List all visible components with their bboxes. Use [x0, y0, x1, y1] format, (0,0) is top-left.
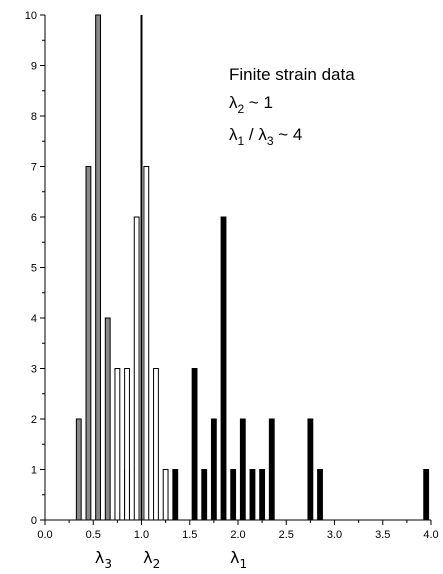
y-tick-label-0: 0 [31, 515, 37, 527]
annotation-lambda2: λ2 ~ 1 [229, 93, 273, 116]
x-tick-label-0.0: 0.0 [37, 529, 52, 541]
bar-series2-1 [115, 369, 120, 521]
bar-series3-2 [192, 369, 197, 521]
x-tick-label-1.5: 1.5 [182, 529, 197, 541]
bar-series1-4 [105, 318, 110, 520]
y-tick-label-10: 10 [25, 10, 37, 22]
bar-series1-1 [76, 419, 81, 520]
bar-series3-12 [318, 470, 323, 521]
y-tick-label-8: 8 [31, 111, 37, 123]
y-tick-label-2: 2 [31, 414, 37, 426]
annotation-ratio-rest: ~ 4 [274, 125, 303, 144]
lambda-label-2: λ2 [143, 548, 160, 571]
y-tick-label-5: 5 [31, 263, 37, 275]
x-tick-label-2.5: 2.5 [279, 529, 294, 541]
bar-series3-5 [221, 217, 226, 520]
bar-series2-4 [144, 167, 149, 521]
y-tick-label-1: 1 [31, 465, 37, 477]
annotation-block: Finite strain data λ2 ~ 1 λ1 / λ3 ~ 4 [229, 65, 355, 148]
bar-series3-13 [424, 470, 429, 521]
y-tick-label-3: 3 [31, 364, 37, 376]
y-tick-label-9: 9 [31, 61, 37, 73]
axes-layer [45, 15, 431, 520]
bar-series2-5 [154, 369, 159, 521]
bar-series3-8 [250, 470, 255, 521]
x-tick-label-4.0: 4.0 [423, 529, 438, 541]
bar-series2-6 [163, 470, 168, 521]
annotation-lambda2-rest: ~ 1 [244, 93, 273, 112]
lambda-label-2-sub: 2 [153, 557, 161, 571]
bar-series3-11 [308, 419, 313, 520]
x-tick-label-3.0: 3.0 [327, 529, 342, 541]
lambda-label-3-sub: 3 [104, 557, 112, 571]
annotation-ratio-mid: / λ [244, 125, 267, 144]
lambda-label-1: λ1 [230, 548, 247, 571]
annotation-title: Finite strain data [229, 65, 355, 84]
bar-series1-3 [96, 15, 101, 520]
bar-series3-6 [231, 470, 236, 521]
x-tick-label-3.5: 3.5 [375, 529, 390, 541]
bar-series3-9 [260, 470, 265, 521]
y-tick-label-4: 4 [31, 313, 37, 325]
bar-series3-1 [173, 470, 178, 521]
lambda-label-3: λ3 [95, 548, 112, 571]
y-tick-label-6: 6 [31, 212, 37, 224]
y-tick-label-7: 7 [31, 162, 37, 174]
bar-series2-3 [134, 217, 139, 520]
x-tick-label-2.0: 2.0 [230, 529, 245, 541]
lambda-label-2-base: λ [143, 548, 152, 567]
lambda-label-3-base: λ [95, 548, 104, 567]
bar-series3-10 [269, 419, 274, 520]
annotation-ratio: λ1 / λ3 ~ 4 [229, 125, 302, 148]
x-tick-label-1.0: 1.0 [134, 529, 149, 541]
lambda-label-1-sub: 1 [239, 557, 247, 571]
lambda-labels: λ3 λ2 λ1 [95, 548, 247, 571]
lambda-label-1-base: λ [230, 548, 239, 567]
bar-series2-2 [125, 369, 130, 521]
bar-series3-4 [211, 419, 216, 520]
x-tick-label-0.5: 0.5 [86, 529, 101, 541]
bar-series3-7 [240, 419, 245, 520]
bar-series3-3 [202, 470, 207, 521]
bar-series1-2 [86, 167, 91, 521]
bars-layer [76, 15, 428, 520]
